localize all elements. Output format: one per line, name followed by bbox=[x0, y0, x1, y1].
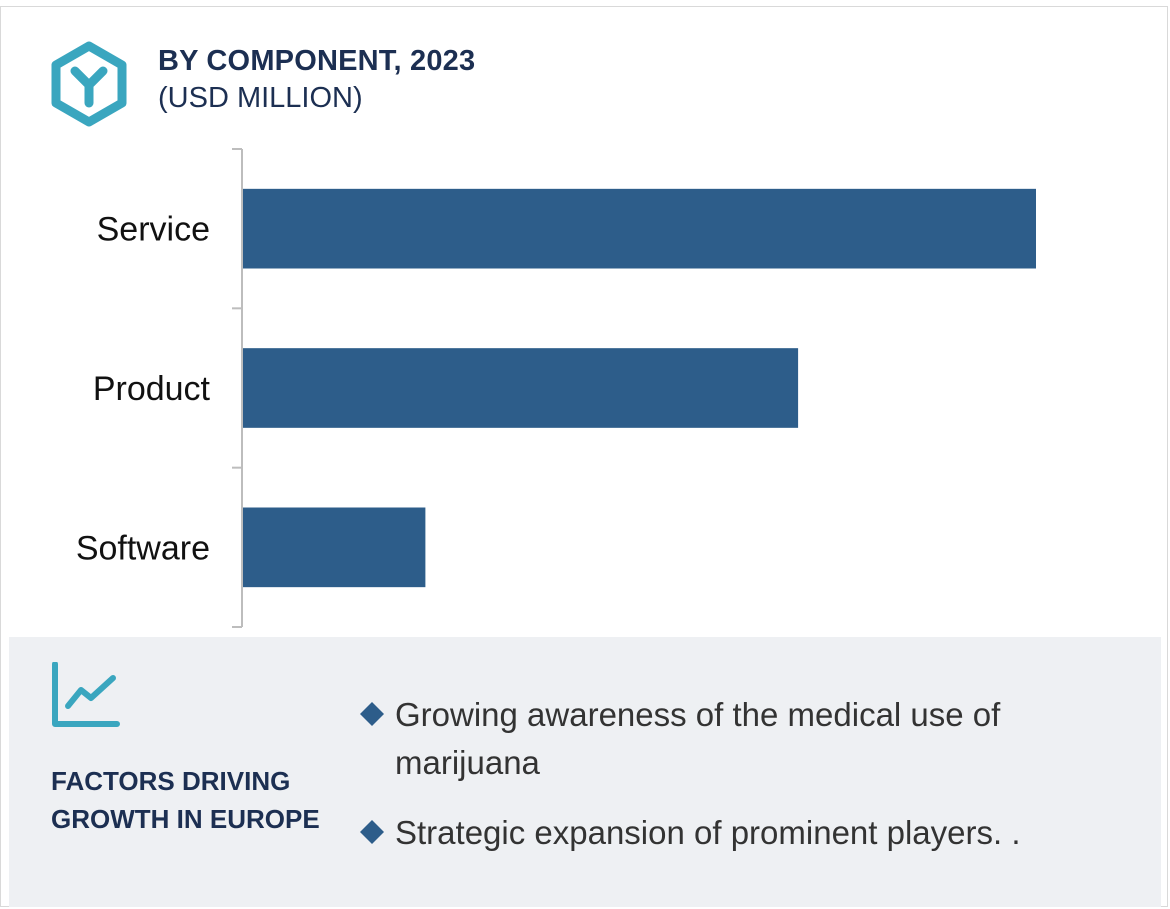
diamond-bullet-icon bbox=[360, 820, 384, 844]
category-label: Software bbox=[76, 529, 210, 567]
factor-item: Growing awareness of the medical use of … bbox=[359, 691, 1119, 787]
infographic-card: BY COMPONENT, 2023 (USD MILLION) Service… bbox=[0, 6, 1168, 907]
chart-subtitle: (USD MILLION) bbox=[158, 82, 363, 114]
bar-software bbox=[243, 507, 426, 588]
category-label: Product bbox=[93, 370, 211, 408]
bar-service bbox=[243, 188, 1036, 269]
factors-title: FACTORS DRIVING GROWTH IN EUROPE bbox=[51, 766, 320, 834]
hexagon-y-logo-icon bbox=[51, 41, 127, 127]
line-chart-icon bbox=[52, 662, 120, 727]
factors-list: Growing awareness of the medical use of … bbox=[359, 691, 1119, 879]
factor-text: Strategic expansion of prominent players… bbox=[395, 814, 1021, 851]
diamond-bullet-icon bbox=[360, 702, 384, 726]
factor-text: Growing awareness of the medical use of … bbox=[395, 696, 1001, 781]
chart-title: BY COMPONENT, 2023 bbox=[158, 45, 476, 77]
bar-chart: Service Product Software bbox=[76, 148, 1036, 628]
bar-product bbox=[243, 348, 799, 428]
factor-item: Strategic expansion of prominent players… bbox=[359, 809, 1119, 857]
category-label: Service bbox=[97, 211, 210, 249]
factors-panel: FACTORS DRIVING GROWTH IN EUROPE Growing… bbox=[9, 637, 1161, 907]
